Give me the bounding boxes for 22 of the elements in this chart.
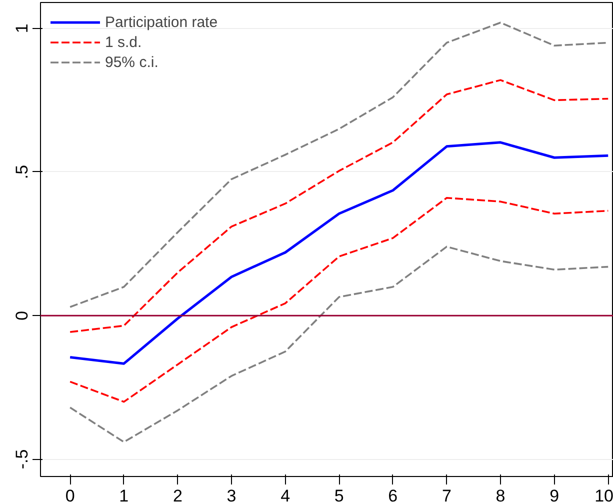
y-tick-label: 1 [12,24,32,34]
line-series [68,141,610,365]
x-tick-label: 10 [594,486,613,504]
x-tick-label: 4 [280,486,290,504]
x-tick-label: 3 [226,486,236,504]
y-tick-label: .5 [12,164,32,180]
line-series [69,246,610,443]
y-tick-label: -.5 [12,449,32,470]
x-tick-label: 9 [550,486,560,504]
x-tick-label: 1 [119,486,129,504]
line-series [69,79,610,333]
x-tick-label: 5 [334,486,344,504]
x-tick-label: 0 [65,486,75,504]
x-tick-label: 2 [172,486,182,504]
y-tick-label: 0 [12,310,32,320]
x-tick-label: 8 [496,486,506,504]
x-tick-label: 7 [442,486,452,504]
line-series [69,196,610,403]
legend-label: 95% c.i. [105,54,158,70]
x-tick-label: 6 [388,486,398,504]
legend-label: Participation rate [105,14,218,30]
legend-label: 1 s.d. [105,34,142,50]
